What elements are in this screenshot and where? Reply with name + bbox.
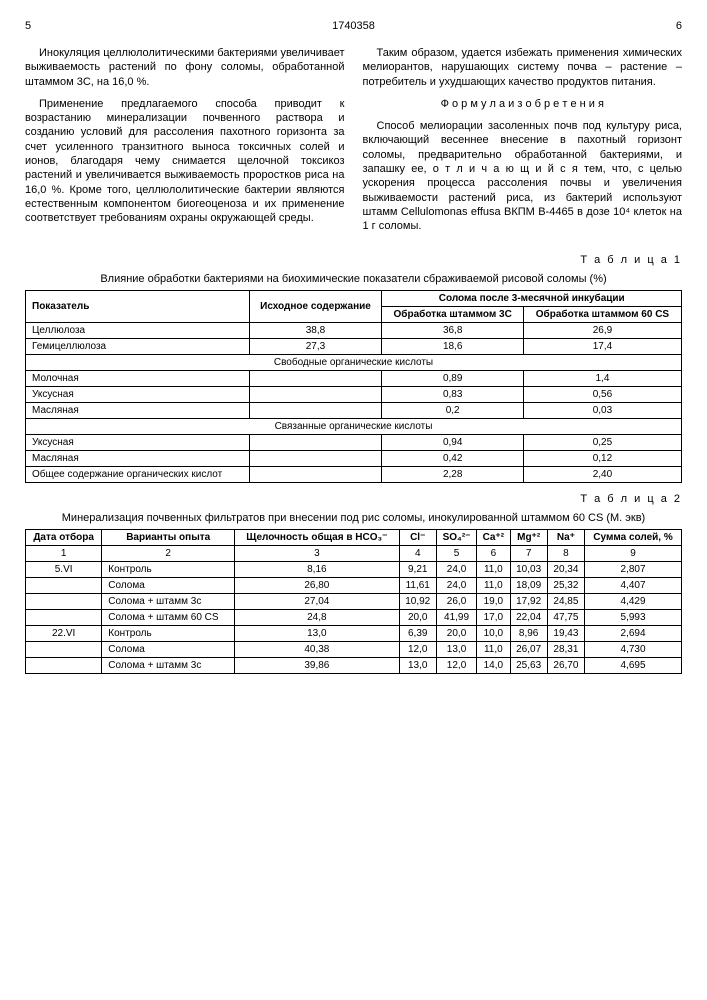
- table-row: Масляная 0,2 0,03: [26, 402, 682, 418]
- table-row: Солома + штамм 3с39,8613,012,014,025,632…: [26, 658, 682, 674]
- para-avoid: Таким образом, удается избежать применен…: [363, 46, 683, 89]
- t2-header-row: Дата отбора Варианты опыта Щелочность об…: [26, 530, 682, 546]
- table-row: Целлюлоза 38,8 36,8 26,9: [26, 322, 682, 338]
- t1-h-indicator: Показатель: [26, 290, 250, 322]
- table-row: 22.VIКонтроль13,06,3920,010,08,9619,432,…: [26, 626, 682, 642]
- table2: Дата отбора Варианты опыта Щелочность об…: [25, 529, 682, 674]
- t2-num-row: 1 2 3 4 5 6 7 8 9: [26, 546, 682, 562]
- table-row: Солома26,8011,6124,011,018,0925,324,407: [26, 578, 682, 594]
- t1-h-3c: Обработка штаммом 3С: [382, 306, 523, 322]
- t1-sub2: Связанные органические кислоты: [26, 418, 682, 434]
- table1-title: Влияние обработки бактериями на биохимич…: [25, 272, 682, 286]
- table1-label: Т а б л и ц а 1: [25, 254, 682, 266]
- doc-number: 1740358: [31, 20, 676, 32]
- table-row: Солома40,3812,013,011,026,0728,314,730: [26, 642, 682, 658]
- table-row: Уксусная 0,83 0,56: [26, 386, 682, 402]
- table-row: Солома + штамм 3с27,0410,9226,019,017,92…: [26, 594, 682, 610]
- t1-h-after: Солома после 3-месячной инкубации: [382, 290, 682, 306]
- table-row: 5.VIКонтроль8,169,2124,011,010,0320,342,…: [26, 562, 682, 578]
- formula-title: Ф о р м у л а и з о б р е т е н и я: [363, 97, 683, 111]
- left-column: Инокуляция целлюлолитическими бактериями…: [25, 46, 345, 242]
- table2-label: Т а б л и ц а 2: [25, 493, 682, 505]
- table-row: Молочная 0,89 1,4: [26, 370, 682, 386]
- table-row: Масляная 0,42 0,12: [26, 450, 682, 466]
- table2-title: Минерализация почвенных фильтратов при в…: [25, 511, 682, 525]
- table-row: Общее содержание органических кислот 2,2…: [26, 466, 682, 482]
- body-columns: Инокуляция целлюлолитическими бактериями…: [25, 46, 682, 242]
- table1: Показатель Исходное содержание Солома по…: [25, 290, 682, 483]
- t1-h-60cs: Обработка штаммом 60 CS: [523, 306, 681, 322]
- para-application: Применение предлагаемого способа приводи…: [25, 97, 345, 226]
- table-row: Солома + штамм 60 CS24,820,041,9917,022,…: [26, 610, 682, 626]
- para-method: Способ мелиорации засоленных почв под ку…: [363, 119, 683, 233]
- right-column: Таким образом, удается избежать применен…: [363, 46, 683, 242]
- t1-h-initial: Исходное содержание: [249, 290, 382, 322]
- table-row: Гемицеллюлоза 27,3 18,6 17,4: [26, 338, 682, 354]
- table-row: Уксусная 0,94 0,25: [26, 434, 682, 450]
- page-num-right: 6: [676, 20, 682, 32]
- para-inoculation: Инокуляция целлюлолитическими бактериями…: [25, 46, 345, 89]
- page-header: 5 1740358 6: [25, 20, 682, 32]
- t1-sub1: Свободные органические кислоты: [26, 354, 682, 370]
